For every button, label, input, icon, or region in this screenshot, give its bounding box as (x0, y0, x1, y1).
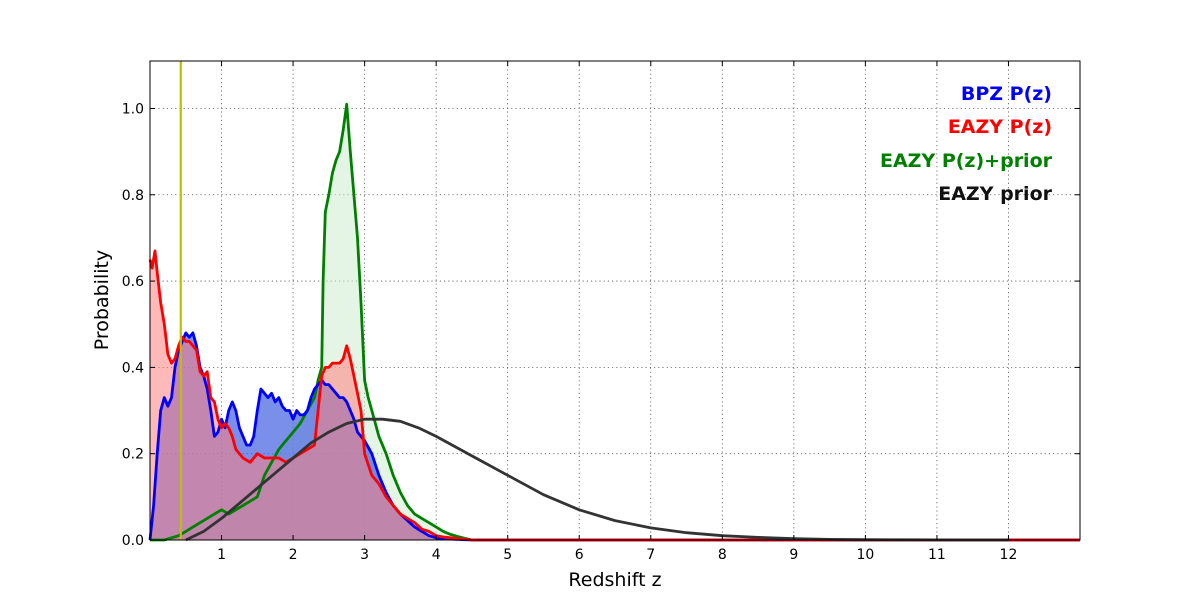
x-tick-label: 8 (718, 547, 727, 563)
x-tick-label: 11 (928, 547, 946, 563)
y-axis-title: Probability (91, 250, 113, 350)
x-tick-label: 10 (856, 547, 874, 563)
y-tick-label: 0.0 (122, 533, 144, 549)
line-layer (148, 61, 1080, 542)
y-tick-label: 0.6 (122, 274, 144, 290)
y-tick-label: 0.4 (122, 360, 144, 376)
x-tick-label: 9 (789, 547, 798, 563)
grid-layer (150, 61, 1080, 540)
x-tick-label: 7 (646, 547, 655, 563)
series-line-2 (150, 102, 1080, 542)
x-tick-label: 6 (575, 547, 584, 563)
legend-entry-bpz: BPZ P(z) (961, 83, 1052, 105)
legend-entry-eazy-prior: EAZY prior (938, 183, 1052, 205)
series-fill-1 (150, 250, 1080, 540)
y-tick-label: 0.8 (122, 188, 144, 204)
legend-entry-eazy: EAZY P(z) (948, 116, 1052, 138)
x-tick-label: 3 (360, 547, 369, 563)
y-tick-label: 1.0 (122, 101, 144, 117)
legend-entry-eazy-prior-combined: EAZY P(z)+prior (880, 150, 1053, 172)
series-fill-2 (150, 104, 1080, 540)
y-tick-label: 0.2 (122, 447, 144, 463)
x-tick-label: 1 (217, 547, 226, 563)
legend: BPZ P(z) EAZY P(z) EAZY P(z)+prior EAZY … (880, 83, 1053, 205)
series-line-3 (185, 417, 1009, 542)
x-tick-label: 2 (289, 547, 298, 563)
x-tick-label: 4 (432, 547, 441, 563)
x-axis-title: Redshift z (568, 569, 661, 591)
axes-layer: 1 2 3 4 5 6 7 8 9 10 11 120.00.20.40.60.81.0 (122, 60, 1081, 563)
x-tick-label: 5 (503, 547, 512, 563)
x-tick-label: 12 (1000, 547, 1018, 563)
axes-frame (149, 60, 1081, 541)
